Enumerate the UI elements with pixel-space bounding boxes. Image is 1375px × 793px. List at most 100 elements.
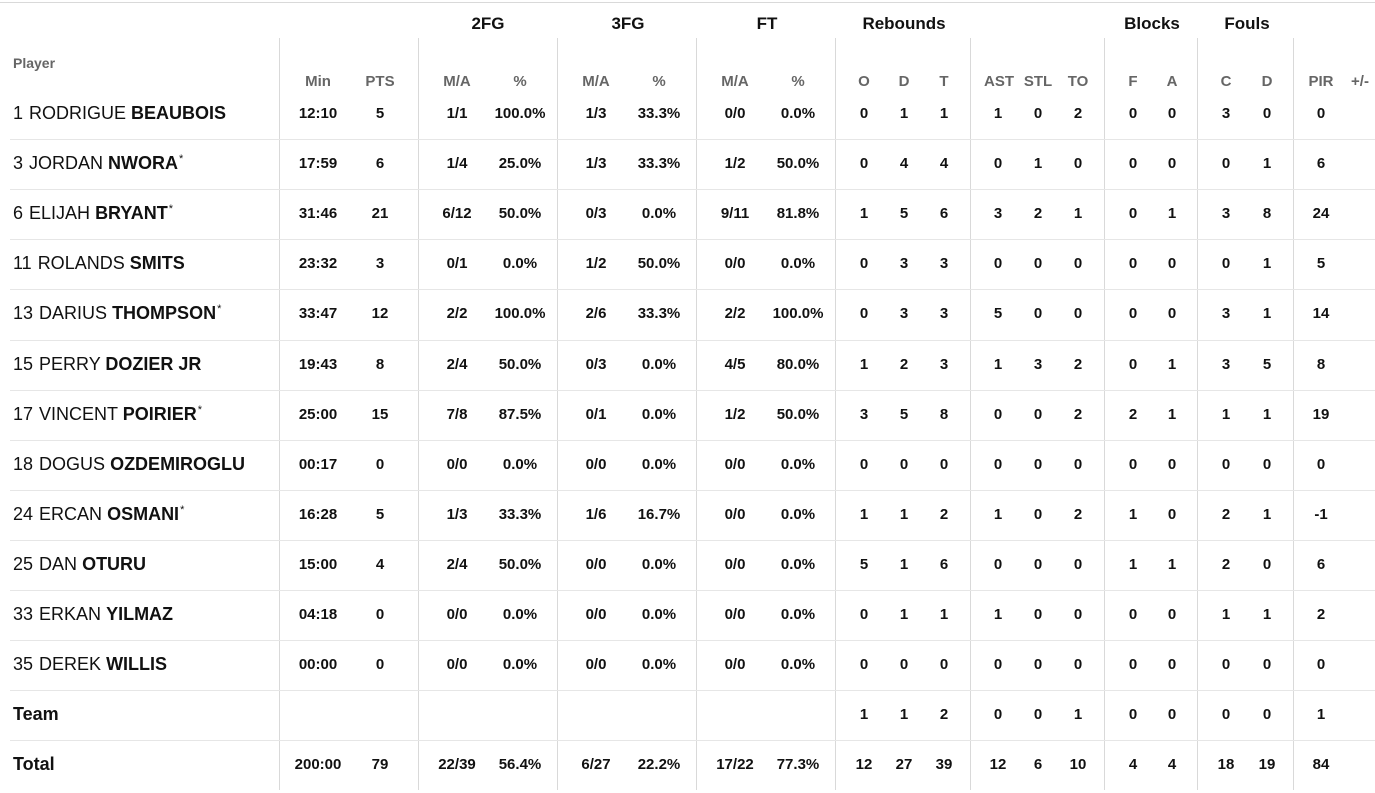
cell-pts: 4 [375,555,385,573]
player-row[interactable]: 35 DEREK WILLIS 00:00 0 0/0 0.0% 0/0 0.0% 0/0 0.0… [0,640,1375,690]
column-divider [1197,38,1198,790]
player-row[interactable]: 6 ELIJAH BRYANT* 31:46 21 6/12 50.0% 0/3 0.0% 9/… [0,189,1375,239]
row-divider [10,439,1375,441]
cell-fg2-pct: 25.0% [498,155,542,173]
cell-fg3-ma: 0/1 [585,405,607,423]
cell-fg3-pct: 0.0% [641,606,677,623]
cell-ft-ma: 0/0 [724,105,746,122]
jersey-number: 25 [13,553,34,574]
cell-reb-o: 0 [859,155,869,173]
cell-fg3-pct: 33.3% [637,105,681,122]
cell-to: 2 [1073,505,1083,523]
player-row[interactable]: 15 PERRY DOZIER JR 19:43 8 2/4 50.0% 0/3 0.0% 4/… [0,340,1375,390]
cell-stl: 1 [1033,155,1043,173]
cell-reb-t: 6 [939,205,949,223]
cell-fg3-ma: 1/3 [585,105,607,122]
player-row[interactable]: 33 ERKAN YILMAZ 04:18 0 0/0 0.0% 0/0 0.0% 0/0 0.0… [0,590,1375,640]
header-foul-c: C [1220,73,1232,90]
first-name: ELIJAH [29,203,91,224]
cell-pts: 8 [375,355,385,373]
cell-min: 16:28 [298,505,338,523]
cell-stl: 0 [1033,255,1043,273]
player-name[interactable]: 35 DEREK WILLIS [13,654,168,675]
cell-ft-ma: 4/5 [724,355,746,373]
cell-pts: 0 [375,606,385,623]
cell-stl: 0 [1033,455,1043,473]
cell-reb-o: 1 [859,505,869,523]
cell-ft-ma: 0/0 [724,656,746,674]
player-name[interactable]: 17 VINCENT POIRIER* [13,404,202,425]
cell-reb-d: 1 [899,555,909,573]
cell-to: 0 [1073,255,1083,273]
cell-fg3-ma: 1/3 [585,155,607,173]
cell-fg3-ma: 2/6 [585,305,607,323]
cell-pir: 6 [1316,155,1326,173]
player-row[interactable]: 25 DAN OTURU 15:00 4 2/4 50.0% 0/0 0.0% 0/0 0.0% 5… [0,540,1375,590]
cell-ft-ma: 0/0 [724,455,746,473]
cell-blk-f: 0 [1128,105,1138,122]
cell-foul-c: 1 [1221,606,1231,623]
cell-reb-t: 3 [939,305,949,323]
header-foul-d: D [1261,73,1273,90]
cell-ft-pct: 0.0% [780,606,816,623]
cell-foul-d: 5 [1262,355,1272,373]
player-name[interactable]: 6 ELIJAH BRYANT* [13,203,173,224]
cell-pir: 24 [1312,205,1330,223]
cell-ft-pct: 81.8% [776,205,820,223]
cell-fg2-pct: 33.3% [498,505,542,523]
cell-blk-f: 0 [1128,656,1138,674]
cell-fg3-ma: 0/3 [585,205,607,223]
cell-foul-d: 8 [1262,205,1272,223]
total-label: Total [13,754,55,775]
player-name[interactable]: 24 ERCAN OSMANI* [13,504,184,525]
cell-reb-o: 1 [859,355,869,373]
player-row[interactable]: 13 DARIUS THOMPSON* 33:47 12 2/2 100.0% 2/6 33.… [0,289,1375,339]
cell-ast: 0 [993,155,1003,173]
cell-ast: 0 [993,405,1003,423]
cell-stl: 0 [1033,656,1043,674]
cell-ft-ma: 0/0 [724,555,746,573]
player-name[interactable]: 33 ERKAN YILMAZ [13,604,174,625]
player-name[interactable]: 15 PERRY DOZIER JR [13,354,202,375]
player-name[interactable]: 18 DOGUS OZDEMIROGLU [13,454,246,475]
cell-reb-t: 4 [939,155,949,173]
player-name[interactable]: 1 RODRIGUE BEAUBOIS [13,103,227,124]
player-row[interactable]: 11 ROLANDS SMITS 23:32 3 0/1 0.0% 1/2 50.0% 0/0 0… [0,239,1375,289]
player-row[interactable]: 3 JORDAN NWORA* 17:59 6 1/4 25.0% 1/3 33.3% 1/2 5… [0,139,1375,189]
jersey-number: 24 [13,503,34,524]
header-2fg-ma: M/A [443,73,471,90]
cell-ft-ma: 0/0 [724,255,746,273]
cell-min: 19:43 [298,355,338,373]
cell-stl: 0 [1033,555,1043,573]
player-row[interactable]: 18 DOGUS OZDEMIROGLU 00:17 0 0/0 0.0% 0/0 0.0% 0… [0,440,1375,490]
cell-min: 15:00 [298,555,338,573]
player-row[interactable]: 1 RODRIGUE BEAUBOIS 12:10 5 1/1 100.0% 1/3 33.3… [0,89,1375,139]
header-3fg-pct: % [652,73,666,90]
cell-blk-a: 1 [1167,555,1177,573]
cell-reb-o: 0 [859,255,869,273]
cell-blk-a: 1 [1167,405,1177,423]
cell-blk-f: 0 [1128,205,1138,223]
row-divider [10,690,1375,692]
cell-reb-t: 39 [935,756,953,774]
cell-fg3-pct: 0.0% [641,405,677,423]
player-name[interactable]: 25 DAN OTURU [13,554,147,575]
cell-fg2-ma: 1/3 [446,505,468,523]
player-name[interactable]: 3 JORDAN NWORA* [13,153,183,174]
header-plusminus: +/- [1351,73,1369,90]
header-stl: STL [1023,73,1053,90]
player-row[interactable]: 17 VINCENT POIRIER* 25:00 15 7/8 87.5% 0/1 0.0%… [0,390,1375,440]
column-divider [1104,38,1105,790]
cell-fg2-pct: 50.0% [498,205,542,223]
player-name[interactable]: 11 ROLANDS SMITS [13,253,186,274]
cell-ft-pct: 77.3% [776,756,820,774]
cell-reb-o: 3 [859,405,869,423]
player-row[interactable]: 24 ERCAN OSMANI* 16:28 5 1/3 33.3% 1/6 16.7% 0/0… [0,490,1375,540]
jersey-number: 11 [13,253,32,274]
jersey-number: 35 [13,654,34,675]
cell-to: 2 [1073,405,1083,423]
cell-foul-d: 0 [1262,706,1272,724]
cell-reb-d: 1 [899,706,909,724]
player-name[interactable]: 13 DARIUS THOMPSON* [13,303,221,324]
cell-fg2-pct: 100.0% [494,105,546,122]
